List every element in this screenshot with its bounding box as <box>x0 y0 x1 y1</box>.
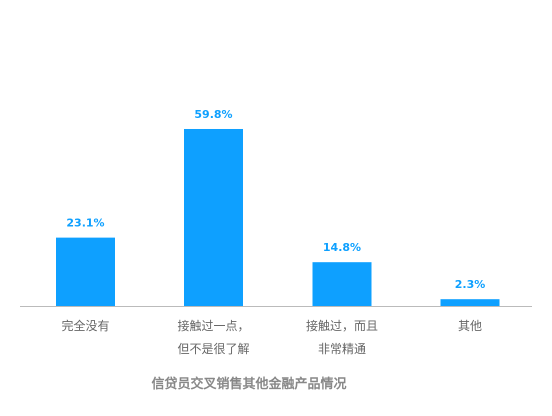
category-labels-group: 完全没有 接触过一点， 但不是很了解 接触过，而且非常精通 其他 <box>61 318 482 356</box>
category-label-1: 接触过一点， 但不是很了解 <box>177 318 249 356</box>
bars-group <box>56 128 500 306</box>
bar-3 <box>440 299 500 306</box>
category-label-line: 接触过一点， <box>177 318 249 333</box>
category-label-2: 接触过，而且非常精通 <box>306 318 378 356</box>
value-label-0: 23.1% <box>66 217 104 230</box>
category-label-line: 其他 <box>458 319 482 333</box>
category-label-line: 完全没有 <box>61 318 109 333</box>
value-labels-group: 23.1% 59.8% 14.8% 2.3% <box>66 108 485 291</box>
bar-2 <box>312 262 372 306</box>
category-label-0: 完全没有 <box>61 318 109 333</box>
value-label-1: 59.8% <box>194 108 232 121</box>
value-label-3: 2.3% <box>455 278 486 291</box>
category-label-line: 非常精通 <box>318 342 366 356</box>
bar-0 <box>56 237 115 306</box>
category-label-3: 其他 <box>458 319 482 333</box>
category-label-line: 但不是很了解 <box>177 342 249 356</box>
category-label-line: 接触过，而且 <box>306 318 378 333</box>
chart-title: 信贷员交叉销售其他金融产品情况 <box>151 376 346 392</box>
value-label-2: 14.8% <box>323 241 361 254</box>
bar-1 <box>184 128 243 306</box>
